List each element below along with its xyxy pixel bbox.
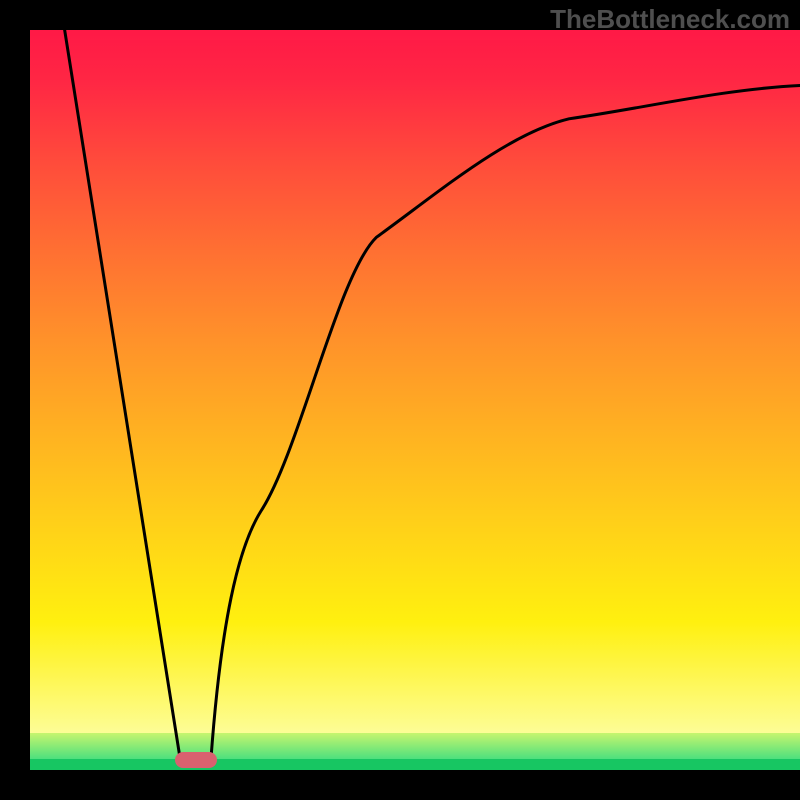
watermark-text: TheBottleneck.com xyxy=(550,4,790,35)
bottleneck-marker xyxy=(175,752,217,768)
bottleneck-curve xyxy=(0,0,800,800)
